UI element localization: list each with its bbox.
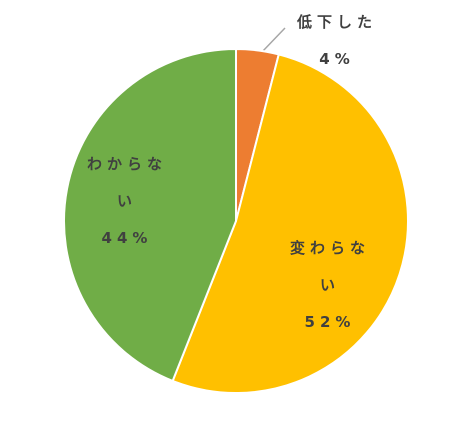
pie-slice (171, 53, 409, 394)
pie-slice (62, 47, 237, 383)
data-label: 変わらない 52% (289, 230, 371, 341)
data-label: 低下した 4% (292, 4, 382, 78)
value-label: 52% (304, 313, 356, 331)
leader-line (261, 27, 286, 53)
data-label: わからない 44% (86, 146, 168, 257)
category-label: わからない (86, 155, 167, 210)
value-label: 44% (101, 229, 153, 247)
category-label: 低下した (296, 13, 377, 31)
category-label: 変わらない (289, 239, 370, 294)
value-label: 4% (319, 50, 355, 68)
